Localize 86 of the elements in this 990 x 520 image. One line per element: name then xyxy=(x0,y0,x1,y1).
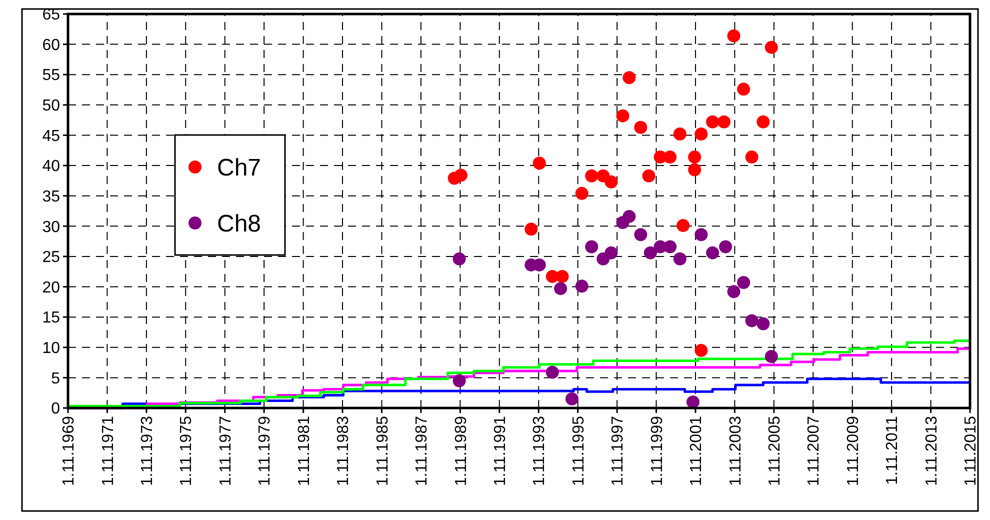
point xyxy=(764,350,778,363)
point xyxy=(727,29,740,42)
point xyxy=(554,282,568,296)
x-tick-label: 1.11.1989 xyxy=(452,416,470,486)
point xyxy=(452,374,466,388)
x-tick-label: 1.11.1985 xyxy=(374,416,392,486)
point xyxy=(644,246,657,260)
y-tick-label: 45 xyxy=(42,128,60,145)
x-tick-label: 1.11.1991 xyxy=(492,416,509,486)
x-tick-label: 1.11.2005 xyxy=(766,416,784,486)
point xyxy=(604,246,618,260)
point xyxy=(622,210,636,223)
y-tick-label: 20 xyxy=(42,279,60,296)
y-tick-label: 40 xyxy=(42,158,60,176)
point xyxy=(604,175,618,188)
point xyxy=(719,240,732,254)
y-tick-label: 35 xyxy=(42,188,60,206)
point xyxy=(764,40,778,54)
legend-label: Ch8 xyxy=(217,210,262,238)
point xyxy=(622,71,636,84)
point xyxy=(706,115,720,128)
x-tick-label: 1.11.2003 xyxy=(727,416,744,486)
point xyxy=(694,128,708,141)
point xyxy=(673,128,686,141)
point xyxy=(686,395,700,408)
y-tick-label: 10 xyxy=(42,340,60,357)
x-tick-label: 1.11.1973 xyxy=(139,416,156,486)
point xyxy=(452,252,466,266)
point xyxy=(524,222,538,236)
x-tick-label: 1.11.2013 xyxy=(923,416,940,486)
x-tick-label: 1.11.1977 xyxy=(217,416,234,486)
x-tick-label: 1.11.1987 xyxy=(414,416,431,486)
point xyxy=(642,169,656,182)
point xyxy=(745,150,758,164)
x-tick-label: 1.11.1995 xyxy=(570,416,588,486)
point xyxy=(737,82,750,96)
point xyxy=(727,285,740,298)
point xyxy=(673,252,686,266)
point xyxy=(664,150,677,164)
y-tick-label: 15 xyxy=(42,310,60,327)
point xyxy=(585,169,598,182)
x-tick-label: 1.11.2009 xyxy=(844,416,862,486)
x-tick-label: 1.11.1975 xyxy=(178,416,196,486)
point xyxy=(546,366,559,379)
point xyxy=(717,115,730,128)
x-tick-label: 1.11.1969 xyxy=(60,416,78,486)
point xyxy=(565,392,578,406)
x-tick-label: 1.11.1971 xyxy=(100,416,117,486)
y-tick-label: 0 xyxy=(51,400,60,418)
x-tick-label: 1.11.1997 xyxy=(610,416,627,486)
point xyxy=(745,314,758,328)
x-tick-label: 1.11.2007 xyxy=(806,416,823,486)
point xyxy=(575,186,588,200)
point xyxy=(694,228,708,242)
point xyxy=(585,240,598,254)
y-tick-label: 50 xyxy=(42,98,60,115)
legend-label: Ch7 xyxy=(217,154,262,182)
point xyxy=(634,120,648,134)
x-tick-label: 1.11.2001 xyxy=(688,416,706,486)
point xyxy=(616,109,630,122)
point xyxy=(454,168,468,182)
point xyxy=(688,150,702,164)
x-tick-label: 1.11.1979 xyxy=(256,416,274,486)
y-tick-label: 60 xyxy=(42,36,60,54)
point xyxy=(532,156,546,170)
point xyxy=(737,276,750,290)
point xyxy=(756,317,770,330)
y-tick-label: 55 xyxy=(42,67,60,84)
point xyxy=(756,115,770,128)
point xyxy=(706,246,720,260)
point xyxy=(688,163,702,176)
x-tick-label: 1.11.1999 xyxy=(648,416,666,486)
point xyxy=(694,344,708,357)
point xyxy=(556,270,569,283)
y-tick-label: 30 xyxy=(42,218,60,236)
point xyxy=(664,240,677,254)
x-tick-label: 1.11.1993 xyxy=(531,416,548,486)
x-tick-label: 1.11.1983 xyxy=(335,416,352,486)
point xyxy=(634,228,648,242)
y-tick-label: 25 xyxy=(42,249,60,266)
x-tick-label: 1.11.2015 xyxy=(962,416,980,486)
x-tick-label: 1.11.1981 xyxy=(296,416,313,486)
point xyxy=(676,219,690,232)
y-tick-label: 5 xyxy=(51,370,60,388)
point xyxy=(575,280,588,293)
x-tick-label: 1.11.2011 xyxy=(884,416,902,485)
